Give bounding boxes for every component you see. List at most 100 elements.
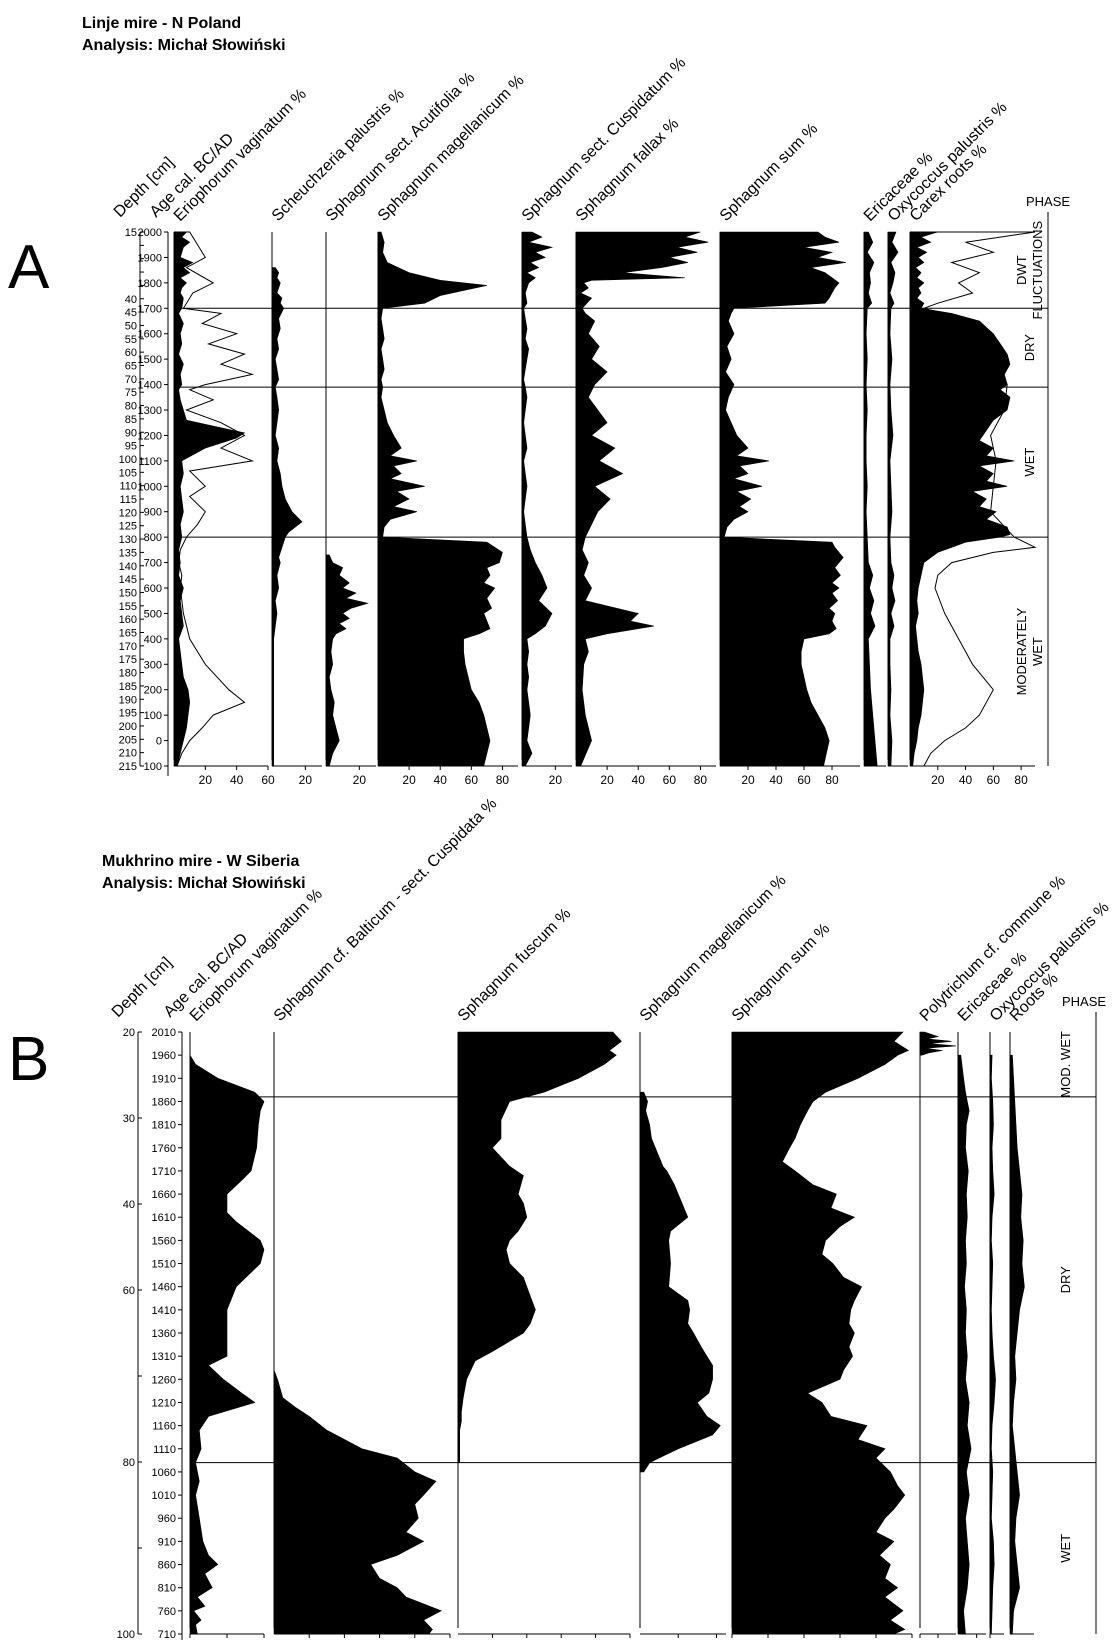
phase-label-dwt-fluctuations: DWT (1014, 255, 1029, 285)
depth-tick-label: 170 (119, 641, 137, 653)
depth-tick-label: 210 (119, 748, 137, 760)
series-label-oxycoccus-palustris: Oxycoccus palustris % (885, 99, 1011, 225)
series-area-sphagnum-magellanicum (377, 231, 503, 767)
depth-tick-label: 85 (125, 414, 137, 426)
x-tick-label: 20 (299, 773, 313, 787)
x-tick-label: 40 (434, 773, 448, 787)
series-area-sphagnum-sect-cuspidatum (521, 231, 554, 767)
age-tick-label: 1210 (152, 1397, 176, 1409)
series-area-carex-roots (909, 231, 1015, 767)
age-tick-label: 1700 (138, 303, 162, 315)
depth-tick-label: 65 (125, 361, 137, 373)
depth-tick-label: 190 (119, 694, 137, 706)
age-tick-label: 400 (144, 634, 162, 646)
age-tick-label: 1260 (152, 1374, 176, 1386)
depth-tick-label: 125 (119, 521, 137, 533)
age-tick-label: 810 (158, 1583, 176, 1595)
x-tick-label: 40 (959, 773, 973, 787)
series-area-eriophorum-vaginatum (173, 231, 246, 767)
phase-label-mod-wet: MOD. WET (1058, 1031, 1073, 1097)
depth-tick-label: 145 (119, 574, 137, 586)
depth-tick-label: 50 (125, 320, 137, 332)
panel-a: A Linje mire - N Poland Analysis: Michał… (8, 15, 1070, 787)
depth-tick-label: 100 (119, 454, 137, 466)
x-tick-label: 20 (402, 773, 416, 787)
depth-tick-label: 135 (119, 547, 137, 559)
phase-label-wet: WET (1022, 448, 1037, 477)
x-tick-label: 20 (931, 773, 945, 787)
series-area-sphagnum-magellanicum (639, 1091, 721, 1473)
series-area-sphagnum-sect-acutifolia (325, 554, 369, 767)
x-tick-label: 80 (825, 773, 839, 787)
phase-title: PHASE (1026, 194, 1070, 209)
age-tick-label: 2010 (152, 1027, 176, 1039)
age-tick-label: 760 (158, 1606, 176, 1618)
x-tick-label: 80 (1014, 773, 1028, 787)
age-tick-label: 1800 (138, 278, 162, 290)
age-tick-label: 1810 (152, 1120, 176, 1132)
series-label-polytrichum-cf-commune: Polytrichum cf. commune % (917, 873, 1069, 1025)
age-tick-label: 1760 (152, 1143, 176, 1155)
age-tick-label: 600 (144, 583, 162, 595)
series-outline-carex-roots-outline (910, 231, 1037, 767)
age-tick-label: 100 (144, 761, 162, 773)
x-tick-label: 60 (261, 773, 275, 787)
x-tick-label: 20 (741, 773, 755, 787)
age-tick-label: 1310 (152, 1351, 176, 1363)
series-label-sphagnum-magellanicum: Sphagnum magellanicum % (637, 872, 790, 1025)
series-area-ericaceae (957, 1054, 972, 1635)
age-tick-label: 860 (158, 1560, 176, 1572)
series-area-sphagnum-cf-balticum-sect-cuspidata (273, 1356, 442, 1635)
series-area-sphagnum-sum (719, 231, 847, 767)
series-label-sphagnum-fuscum: Sphagnum fuscum % (455, 905, 575, 1025)
series-area-scheuchzeria-palustris (271, 267, 303, 767)
depth-tick-label: 95 (125, 441, 137, 453)
age-tick-label: 960 (158, 1513, 176, 1525)
x-tick-label: 80 (496, 773, 510, 787)
depth-tick-label: 130 (119, 534, 137, 546)
panel-b-letter: B (8, 1025, 49, 1094)
depth-tick-label: 120 (119, 507, 137, 519)
x-tick-label: 40 (769, 773, 783, 787)
depth-tick-label: 45 (125, 307, 137, 319)
series-area-eriophorum-vaginatum (189, 1032, 265, 1635)
series-area-roots (1009, 1054, 1025, 1635)
age-tick-label: 710 (158, 1629, 176, 1640)
age-tick-label: 2000 (138, 227, 162, 239)
depth-tick-label: 30 (123, 1113, 135, 1125)
age-tick-label: 1660 (152, 1189, 176, 1201)
panel-a-title: Linje mire - N Poland (82, 15, 241, 32)
depth-tick-label: 180 (119, 668, 137, 680)
series-area-polytrichum-cf-commune (919, 1031, 957, 1056)
phase-label-wet: WET (1058, 1534, 1073, 1563)
age-tick-label: 1100 (138, 456, 162, 468)
phase-label-dwt-fluctuations: FLUCTUATIONS (1030, 220, 1045, 319)
depth-tick-label: 60 (125, 347, 137, 359)
depth-tick-label: 175 (119, 654, 137, 666)
age-tick-label: 1400 (138, 380, 162, 392)
phase-label-dry: DRY (1022, 334, 1037, 362)
depth-tick-label: 15 (125, 227, 137, 239)
age-tick-label: 1860 (152, 1096, 176, 1108)
x-tick-label: 60 (663, 773, 677, 787)
age-tick-label: 700 (144, 558, 162, 570)
x-tick-label: 20 (199, 773, 213, 787)
x-tick-label: 20 (353, 773, 367, 787)
age-tick-label: 1910 (152, 1073, 176, 1085)
age-tick-label: 0 (156, 736, 162, 748)
x-tick-label: 20 (600, 773, 614, 787)
depth-tick-label: 140 (119, 561, 137, 573)
series-label-sphagnum-sum: Sphagnum sum % (717, 120, 821, 224)
depth-tick-label: 150 (119, 587, 137, 599)
x-tick-label: 40 (632, 773, 646, 787)
phase-title: PHASE (1062, 994, 1106, 1009)
panel-b-subtitle: Analysis: Michał Słowiński (102, 875, 306, 892)
x-tick-label: 60 (987, 773, 1001, 787)
age-tick-label: 910 (158, 1536, 176, 1548)
phase-label-moderately-wet: WET (1030, 637, 1045, 666)
panel-b-title: Mukhrino mire - W Siberia (102, 853, 299, 870)
age-tick-label: 1610 (152, 1212, 176, 1224)
x-tick-label: 20 (549, 773, 563, 787)
panel-a-subtitle: Analysis: Michał Słowiński (82, 37, 286, 54)
depth-tick-label: 55 (125, 334, 137, 346)
